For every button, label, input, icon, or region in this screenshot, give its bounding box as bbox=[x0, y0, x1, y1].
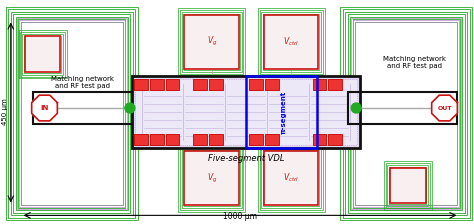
Bar bbox=[21, 22, 123, 205]
Bar bbox=[193, 79, 207, 90]
Bar bbox=[18, 30, 66, 78]
Bar bbox=[261, 12, 321, 72]
Bar bbox=[351, 18, 461, 209]
Bar bbox=[178, 145, 245, 212]
Bar bbox=[21, 22, 123, 205]
Bar bbox=[263, 14, 319, 70]
Bar bbox=[8, 9, 136, 218]
Bar bbox=[246, 76, 318, 148]
Text: 450 μm: 450 μm bbox=[2, 99, 8, 125]
Bar bbox=[24, 36, 61, 73]
Bar bbox=[150, 79, 164, 90]
Bar bbox=[353, 19, 460, 208]
Circle shape bbox=[351, 103, 361, 113]
Bar bbox=[210, 79, 223, 90]
Bar bbox=[249, 134, 263, 145]
Text: 1000 μm: 1000 μm bbox=[223, 212, 257, 221]
Text: Matching network
and RF test pad: Matching network and RF test pad bbox=[383, 56, 446, 69]
Bar bbox=[348, 92, 457, 124]
Bar bbox=[264, 15, 319, 69]
Bar bbox=[328, 79, 342, 90]
Bar bbox=[185, 16, 238, 68]
Text: $V_{ctrl}$: $V_{ctrl}$ bbox=[283, 36, 299, 48]
Text: Five-segment VDL: Five-segment VDL bbox=[208, 154, 284, 163]
Text: π-segment: π-segment bbox=[281, 90, 287, 134]
Bar bbox=[265, 134, 279, 145]
Bar bbox=[185, 152, 238, 205]
Bar bbox=[355, 22, 457, 205]
Bar bbox=[134, 79, 148, 90]
Bar bbox=[165, 134, 180, 145]
Bar bbox=[258, 145, 325, 212]
Bar bbox=[184, 151, 239, 205]
Bar bbox=[178, 9, 245, 75]
Bar bbox=[389, 167, 427, 204]
Bar bbox=[265, 16, 318, 68]
Bar bbox=[13, 14, 130, 213]
Bar bbox=[264, 151, 319, 205]
Bar bbox=[340, 7, 472, 220]
Bar bbox=[18, 19, 126, 208]
Bar bbox=[17, 18, 127, 209]
Bar bbox=[184, 15, 239, 69]
Bar bbox=[265, 152, 318, 205]
Text: $V_g$: $V_g$ bbox=[207, 35, 217, 48]
Bar bbox=[182, 148, 242, 208]
Bar bbox=[343, 9, 470, 218]
Bar bbox=[180, 146, 244, 210]
Bar bbox=[353, 19, 459, 207]
Bar bbox=[259, 146, 323, 210]
Bar bbox=[6, 7, 138, 220]
Bar bbox=[258, 9, 325, 75]
Bar bbox=[135, 79, 357, 145]
Bar bbox=[265, 79, 279, 90]
Bar bbox=[259, 10, 323, 74]
Text: Matching network
and RF test pad: Matching network and RF test pad bbox=[51, 76, 114, 89]
Bar bbox=[183, 14, 240, 70]
Bar bbox=[385, 163, 430, 208]
Bar bbox=[132, 76, 360, 148]
Bar bbox=[348, 14, 465, 213]
Bar bbox=[193, 134, 207, 145]
Polygon shape bbox=[432, 95, 457, 121]
Bar bbox=[350, 17, 463, 210]
Polygon shape bbox=[32, 95, 57, 121]
Bar bbox=[26, 37, 59, 71]
Bar bbox=[182, 12, 242, 72]
Bar bbox=[150, 134, 164, 145]
Text: OUT: OUT bbox=[438, 106, 452, 110]
Bar bbox=[328, 134, 342, 145]
Bar bbox=[11, 12, 133, 215]
Bar bbox=[387, 165, 428, 206]
Bar bbox=[263, 150, 319, 206]
Bar bbox=[210, 134, 223, 145]
Bar bbox=[165, 79, 180, 90]
Bar bbox=[312, 79, 327, 90]
Text: $V_g$: $V_g$ bbox=[207, 172, 217, 185]
Bar bbox=[390, 168, 426, 203]
Bar bbox=[25, 37, 60, 72]
Bar bbox=[249, 79, 263, 90]
Bar bbox=[22, 34, 63, 75]
Bar bbox=[261, 148, 321, 208]
Text: $V_{ctrl}$: $V_{ctrl}$ bbox=[283, 172, 299, 184]
Bar bbox=[384, 162, 432, 210]
Bar bbox=[20, 32, 65, 77]
Bar bbox=[134, 134, 148, 145]
Bar bbox=[18, 19, 125, 207]
Bar bbox=[183, 150, 240, 206]
Bar bbox=[16, 17, 128, 210]
Bar bbox=[391, 169, 425, 202]
Bar bbox=[33, 92, 132, 124]
Text: IN: IN bbox=[40, 105, 49, 111]
Bar bbox=[345, 12, 467, 215]
Bar bbox=[355, 22, 457, 205]
Bar bbox=[312, 134, 327, 145]
Bar bbox=[180, 10, 244, 74]
Circle shape bbox=[125, 103, 135, 113]
